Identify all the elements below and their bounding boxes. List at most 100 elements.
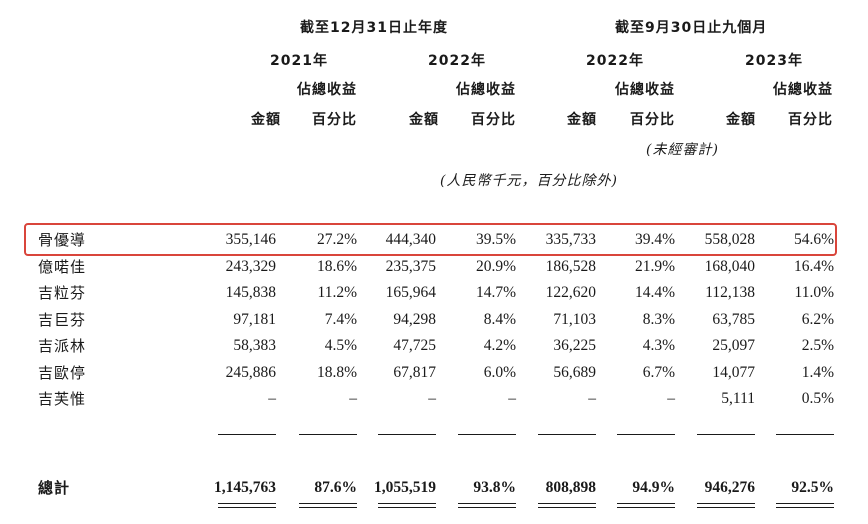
- amount-cell: 47,725: [393, 337, 436, 354]
- percent-cell: 4.2%: [483, 337, 516, 354]
- column-underline: [538, 434, 596, 435]
- total-cell: 946,276: [704, 479, 755, 496]
- product-name: 吉歐停: [38, 363, 87, 382]
- column-underline: [458, 434, 516, 435]
- year-label-2022-9m: 2022年: [586, 53, 644, 69]
- product-name: 吉巨芬: [38, 310, 87, 329]
- percent-cell: 11.0%: [794, 284, 834, 301]
- amount-cell: 94,298: [393, 310, 436, 328]
- total-label: 總計: [38, 479, 71, 497]
- percent-cell: 39.5%: [475, 231, 516, 248]
- amount-cell: 71,103: [553, 310, 596, 328]
- amount-label: 金額: [251, 112, 281, 128]
- column-underline: [697, 434, 755, 435]
- amount-cell: 235,375: [385, 257, 436, 275]
- period-9m-title: 截至9月30日止九個月: [615, 20, 768, 36]
- percent-cell: 54.6%: [793, 231, 834, 248]
- pct-label-bottom: 百分比: [788, 112, 833, 128]
- total-cell: 93.8%: [473, 479, 516, 496]
- amount-cell: –: [588, 390, 596, 407]
- pct-label-top: 佔總收益: [615, 82, 675, 98]
- percent-cell: 4.5%: [324, 337, 357, 354]
- percent-cell: 14.4%: [634, 284, 675, 301]
- total-cell: 1,145,763: [214, 479, 276, 496]
- amount-cell: 165,964: [385, 284, 436, 301]
- highlight-box: [24, 223, 837, 256]
- product-name: 吉芙惟: [38, 390, 87, 408]
- percent-cell: –: [508, 390, 516, 407]
- total-double-underline: [218, 503, 276, 508]
- percent-cell: 6.0%: [483, 363, 516, 381]
- amount-cell: –: [268, 390, 276, 407]
- percent-cell: 27.2%: [316, 231, 357, 248]
- amount-cell: 58,383: [233, 337, 276, 354]
- total-double-underline: [697, 503, 755, 508]
- percent-cell: 20.9%: [475, 257, 516, 275]
- column-underline: [617, 434, 675, 435]
- amount-cell: 97,181: [233, 310, 276, 328]
- amount-label: 金額: [409, 112, 439, 128]
- column-underline: [776, 434, 834, 435]
- amount-label: 金額: [726, 112, 756, 128]
- amount-label: 金額: [567, 112, 597, 128]
- total-cell: 87.6%: [314, 479, 357, 496]
- percent-cell: 18.8%: [316, 363, 357, 381]
- amount-cell: 36,225: [553, 337, 596, 354]
- percent-cell: –: [349, 390, 357, 407]
- percent-cell: 0.5%: [801, 390, 834, 407]
- amount-cell: 25,097: [712, 337, 755, 354]
- amount-cell: 14,077: [712, 363, 755, 381]
- year-label-2022-fy: 2022年: [428, 53, 486, 69]
- product-name: 骨優導: [38, 231, 87, 249]
- product-name: 吉粒芬: [38, 284, 87, 302]
- amount-cell: 56,689: [553, 363, 596, 381]
- product-name: 億喏佳: [38, 257, 87, 276]
- column-underline: [299, 434, 357, 435]
- percent-cell: 6.7%: [642, 363, 675, 381]
- amount-cell: 355,146: [225, 231, 276, 248]
- total-cell: 808,898: [545, 479, 596, 496]
- amount-cell: 558,028: [704, 231, 755, 248]
- pct-label-bottom: 百分比: [630, 112, 675, 128]
- amount-cell: 335,733: [545, 231, 596, 248]
- percent-cell: 18.6%: [316, 257, 357, 275]
- pct-label-top: 佔總收益: [456, 82, 516, 98]
- column-underline: [378, 434, 436, 435]
- unit-note: (人民幣千元，百分比除外): [440, 173, 618, 189]
- amount-cell: 5,111: [721, 390, 755, 407]
- year-label-2023: 2023年: [745, 53, 803, 69]
- amount-cell: 243,329: [225, 257, 276, 275]
- total-cell: 92.5%: [791, 479, 834, 496]
- product-name: 吉派林: [38, 337, 87, 355]
- amount-cell: 145,838: [225, 284, 276, 301]
- column-underline: [218, 434, 276, 435]
- pct-label-top: 佔總收益: [773, 82, 833, 98]
- percent-cell: 8.4%: [483, 310, 516, 328]
- amount-cell: –: [428, 390, 436, 407]
- pct-label-bottom: 百分比: [471, 112, 516, 128]
- total-double-underline: [617, 503, 675, 508]
- percent-cell: 11.2%: [317, 284, 357, 301]
- percent-cell: 8.3%: [642, 310, 675, 328]
- unaudited-note: (未經審計): [646, 142, 719, 158]
- percent-cell: 4.3%: [642, 337, 675, 354]
- total-double-underline: [299, 503, 357, 508]
- total-double-underline: [378, 503, 436, 508]
- amount-cell: 63,785: [712, 310, 755, 328]
- percent-cell: 21.9%: [634, 257, 675, 275]
- total-cell: 94.9%: [632, 479, 675, 496]
- amount-cell: 168,040: [704, 257, 755, 275]
- amount-cell: 112,138: [705, 284, 755, 301]
- percent-cell: 1.4%: [801, 363, 834, 381]
- percent-cell: 16.4%: [793, 257, 834, 275]
- total-double-underline: [538, 503, 596, 508]
- year-label-2021: 2021年: [270, 53, 328, 69]
- percent-cell: 39.4%: [634, 231, 675, 248]
- period-fy-title: 截至12月31日止年度: [300, 20, 448, 36]
- amount-cell: 186,528: [545, 257, 596, 275]
- total-cell: 1,055,519: [374, 479, 436, 496]
- amount-cell: 444,340: [385, 231, 436, 248]
- percent-cell: 2.5%: [801, 337, 834, 354]
- percent-cell: 7.4%: [324, 310, 357, 328]
- amount-cell: 122,620: [545, 284, 596, 301]
